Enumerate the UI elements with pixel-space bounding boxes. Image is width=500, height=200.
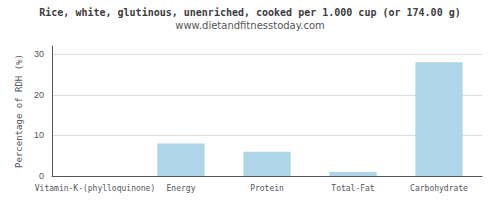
svg-text:20: 20 <box>34 90 44 100</box>
svg-text:10: 10 <box>34 130 44 140</box>
svg-text:www.dietandfitnesstoday.com: www.dietandfitnesstoday.com <box>175 20 324 31</box>
svg-text:Percentage of RDH (%): Percentage of RDH (%) <box>14 54 24 168</box>
svg-text:30: 30 <box>34 49 44 59</box>
svg-text:Rice, white, glutinous, unenri: Rice, white, glutinous, unenriched, cook… <box>39 7 460 18</box>
svg-text:Total-Fat: Total-Fat <box>331 184 375 193</box>
svg-text:Protein: Protein <box>250 184 284 193</box>
svg-text:Energy: Energy <box>167 184 196 193</box>
svg-text:0: 0 <box>39 171 44 181</box>
svg-text:Vitamin-K-(phylloquinone): Vitamin-K-(phylloquinone) <box>35 184 155 193</box>
svg-text:Carbohydrate: Carbohydrate <box>410 184 468 193</box>
